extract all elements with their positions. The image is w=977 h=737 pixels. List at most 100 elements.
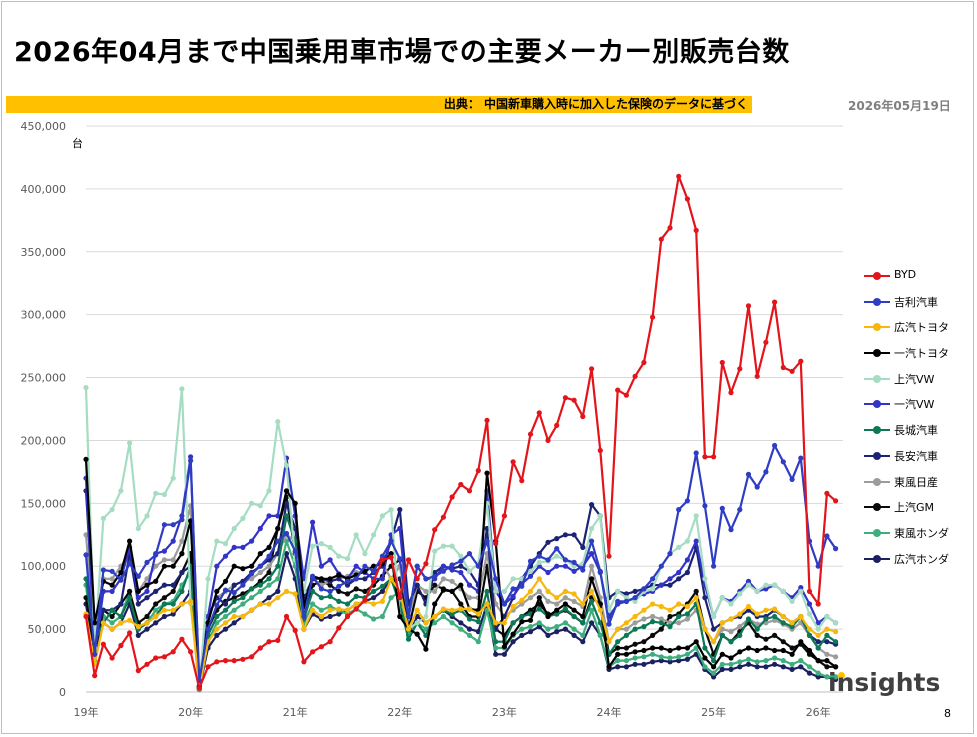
data-point <box>170 601 176 607</box>
data-point <box>711 454 717 460</box>
data-point <box>493 651 499 657</box>
data-point <box>571 568 577 574</box>
y-tick-label: 350,000 <box>21 246 67 259</box>
data-point <box>161 582 167 588</box>
data-point <box>754 611 760 617</box>
legend-label: 長安汽車 <box>894 449 938 463</box>
data-point <box>240 601 246 607</box>
data-point <box>693 595 699 601</box>
data-point <box>536 606 542 612</box>
data-point <box>466 551 473 557</box>
data-point <box>632 598 638 605</box>
data-point <box>205 626 211 632</box>
data-point <box>109 568 115 574</box>
data-point <box>397 507 403 513</box>
data-point <box>397 556 403 562</box>
data-point <box>327 593 333 600</box>
data-point <box>292 627 298 634</box>
data-point <box>676 507 682 513</box>
data-point <box>344 613 351 620</box>
data-point <box>161 522 167 528</box>
data-point <box>179 551 185 557</box>
data-point <box>310 649 316 655</box>
legend-dot-icon <box>873 426 881 435</box>
data-point <box>676 658 682 664</box>
data-point <box>214 659 220 665</box>
data-point <box>240 656 246 662</box>
data-point <box>371 595 377 601</box>
data-point <box>283 588 290 595</box>
data-point <box>780 613 786 620</box>
data-point <box>240 566 246 572</box>
data-point <box>536 576 542 582</box>
data-point <box>266 544 272 551</box>
data-point <box>798 664 804 670</box>
data-point <box>144 559 150 566</box>
data-point <box>231 598 237 605</box>
data-point <box>161 563 167 569</box>
data-point <box>231 658 237 664</box>
data-point <box>772 661 778 667</box>
data-point <box>658 582 664 588</box>
data-point <box>484 588 490 595</box>
data-point <box>240 515 246 522</box>
data-point <box>466 595 473 601</box>
data-point <box>362 597 368 603</box>
data-point <box>833 664 839 670</box>
data-point <box>571 598 577 605</box>
data-point <box>135 601 141 607</box>
data-point <box>266 601 272 607</box>
data-point <box>266 488 272 494</box>
data-point <box>379 557 385 563</box>
data-point <box>170 538 176 544</box>
data-point <box>510 631 516 637</box>
data-point <box>536 559 542 566</box>
data-point <box>344 601 351 607</box>
data-point <box>763 645 769 651</box>
data-point <box>135 595 141 601</box>
data-point <box>283 530 290 537</box>
data-point <box>414 563 420 569</box>
data-point <box>597 607 603 613</box>
source-text: 出典： 中国新車購入時に加入した保険のデータに基づく <box>443 97 748 111</box>
data-point <box>763 616 769 622</box>
series-吉利汽車 <box>83 442 839 684</box>
data-point <box>780 620 786 626</box>
data-point <box>641 607 647 613</box>
data-point <box>249 571 255 577</box>
data-point <box>283 488 290 494</box>
data-point <box>257 588 263 595</box>
data-point <box>388 554 394 561</box>
data-point <box>527 588 534 595</box>
data-point <box>440 606 446 612</box>
data-point <box>745 303 752 309</box>
legend-label: BYD <box>894 268 917 281</box>
data-point <box>519 613 525 620</box>
data-point <box>109 507 115 513</box>
data-point <box>414 620 420 626</box>
data-point <box>353 563 359 569</box>
data-point <box>580 601 586 607</box>
data-point <box>179 636 185 642</box>
data-point <box>815 563 821 569</box>
data-point <box>667 655 673 661</box>
data-point <box>327 613 333 620</box>
data-point <box>580 613 586 620</box>
data-point <box>711 658 717 664</box>
data-point <box>623 591 630 597</box>
data-point <box>763 469 769 475</box>
data-point <box>562 532 569 538</box>
data-point <box>275 525 281 532</box>
data-point <box>510 603 516 610</box>
data-point <box>318 607 324 613</box>
data-point <box>571 559 577 566</box>
data-point <box>153 588 159 595</box>
data-point <box>632 595 638 601</box>
data-point <box>344 591 351 597</box>
data-point <box>405 636 412 642</box>
data-point <box>484 417 490 423</box>
data-point <box>772 299 778 305</box>
data-point <box>249 586 255 592</box>
data-point <box>501 588 507 595</box>
data-point <box>510 586 516 592</box>
